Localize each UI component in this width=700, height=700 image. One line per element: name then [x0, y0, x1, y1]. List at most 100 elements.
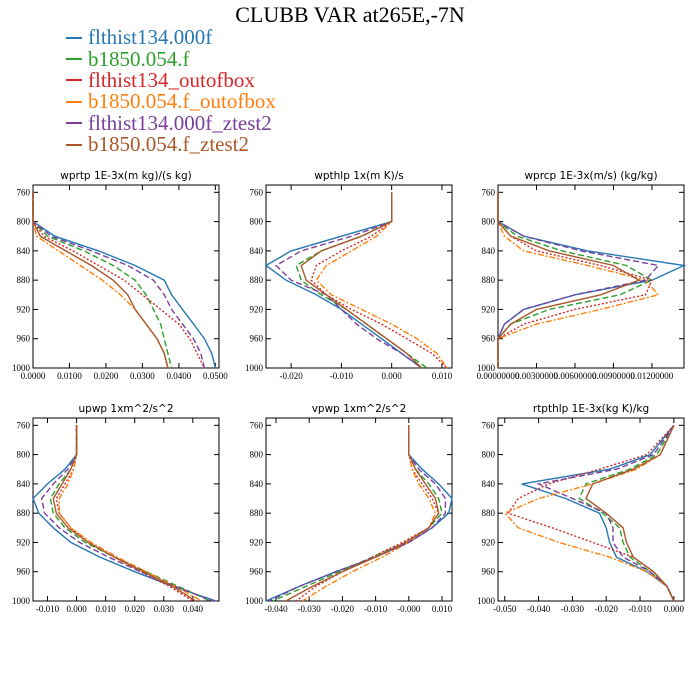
y-tick-label: 800: [482, 450, 496, 460]
panel-title: rtpthlp 1E-3x(kg K)/kg: [533, 403, 649, 415]
y-tick-label: 920: [482, 537, 496, 547]
series-line: [536, 424, 675, 602]
series-line: [49, 425, 211, 602]
x-tick-label: 0.040: [183, 604, 204, 614]
y-tick-label: 960: [17, 334, 31, 344]
legend-label: flthist134_outofbox: [88, 67, 255, 92]
legend-item: flthist134.000f_ztest2: [66, 110, 276, 135]
y-tick-label: 960: [250, 334, 264, 344]
x-tick-label: -0.010: [364, 604, 388, 614]
panel-frame: [497, 417, 685, 602]
series-line: [300, 192, 423, 369]
series-line: [497, 192, 641, 368]
series-line: [32, 192, 217, 369]
legend-swatch: [66, 36, 82, 39]
x-tick-label: 0.020: [125, 604, 146, 614]
x-tick-label: -0.020: [331, 604, 355, 614]
y-tick-label: 920: [482, 304, 496, 314]
series-line: [302, 425, 437, 602]
y-tick-label: 760: [17, 187, 31, 197]
panel-title: wprtp 1E-3x(m kg)/(s kg): [60, 170, 191, 182]
legend-item: flthist134.000f: [66, 27, 276, 48]
series-line: [310, 192, 448, 369]
x-tick-label: 0.010: [432, 604, 453, 614]
x-tick-label: 0.00300000: [515, 371, 558, 381]
panel-title: wpthlp 1x(m K)/s: [314, 170, 404, 182]
legend: flthist134.000f b1850.054.f flthist134_o…: [66, 27, 276, 155]
series-line: [32, 192, 206, 369]
x-tick-label: 0.01200000: [631, 371, 674, 381]
legend-label: b1850.054.f_outofbox: [88, 89, 276, 114]
x-tick-label: 0.030: [154, 604, 175, 614]
y-tick-label: 800: [250, 450, 264, 460]
x-tick-label: -0.050: [493, 604, 517, 614]
legend-swatch: [66, 58, 82, 61]
y-tick-label: 1000: [477, 596, 496, 606]
x-tick-label: 0.00900000: [592, 371, 635, 381]
y-tick-label: 1000: [12, 363, 31, 373]
legend-item: b1850.054.f: [66, 48, 276, 69]
x-tick-label: 0.0500: [203, 371, 228, 381]
y-tick-label: 1000: [12, 596, 31, 606]
y-tick-label: 840: [17, 479, 31, 489]
series-line: [32, 192, 206, 369]
legend-label: flthist134.000f_ztest2: [88, 110, 272, 135]
x-tick-label: -0.030: [561, 604, 585, 614]
x-tick-label: 0.0000: [21, 371, 46, 381]
series-line: [264, 192, 423, 369]
series-line: [32, 192, 173, 369]
series-line: [265, 425, 453, 602]
y-tick-label: 880: [17, 275, 31, 285]
y-tick-label: 800: [250, 217, 264, 227]
series-line: [497, 192, 660, 368]
series-line: [497, 192, 660, 368]
y-tick-label: 920: [250, 537, 264, 547]
panel-title: vpwp 1xm^2/s^2: [312, 403, 407, 415]
panel-frame: [32, 417, 220, 602]
x-tick-label: 0.000: [382, 371, 403, 381]
y-tick-label: 960: [250, 567, 264, 577]
x-tick-label: -0.010: [330, 371, 354, 381]
x-tick-label: 0.0200: [94, 371, 119, 381]
x-tick-label: -0.040: [527, 604, 551, 614]
panel-frame: [497, 184, 685, 369]
series-line: [315, 192, 448, 369]
series-line: [578, 424, 675, 602]
x-tick-label: -0.010: [628, 604, 652, 614]
y-tick-label: 1000: [477, 363, 496, 373]
legend-item: b1850.054.f_outofbox: [66, 91, 276, 112]
legend-swatch: [66, 79, 82, 82]
legend-label: b1850.054.f_ztest2: [88, 132, 249, 157]
x-tick-label: 0.010: [432, 371, 453, 381]
y-tick-label: 800: [482, 217, 496, 227]
series-line: [295, 192, 428, 369]
x-tick-label: 0.0400: [167, 371, 192, 381]
y-tick-label: 840: [482, 246, 496, 256]
y-tick-label: 880: [482, 508, 496, 518]
x-tick-label: 0.000: [664, 604, 685, 614]
legend-swatch: [66, 100, 82, 103]
x-tick-label: -0.010: [36, 604, 60, 614]
y-tick-label: 880: [250, 275, 264, 285]
y-tick-label: 800: [17, 217, 31, 227]
y-tick-label: 800: [17, 450, 31, 460]
x-tick-label: -0.020: [595, 604, 619, 614]
y-tick-label: 880: [482, 275, 496, 285]
series-line: [295, 425, 440, 602]
legend-item: b1850.054.f_ztest2: [66, 134, 276, 155]
series-line: [521, 424, 675, 602]
y-tick-label: 760: [482, 187, 496, 197]
panel-frame: [265, 417, 453, 602]
x-tick-label: 0.00600000: [554, 371, 597, 381]
y-tick-label: 880: [17, 508, 31, 518]
y-tick-label: 960: [482, 334, 496, 344]
x-tick-label: -0.040: [264, 604, 288, 614]
x-tick-label: 0.00000000: [477, 371, 520, 381]
series-line: [285, 425, 440, 602]
legend-label: flthist134.000f: [88, 25, 213, 50]
figure-title: CLUBB VAR at265E,-7N: [235, 2, 465, 27]
x-tick-label: -0.020: [280, 371, 304, 381]
series-line: [268, 425, 447, 602]
y-tick-label: 840: [250, 479, 264, 489]
